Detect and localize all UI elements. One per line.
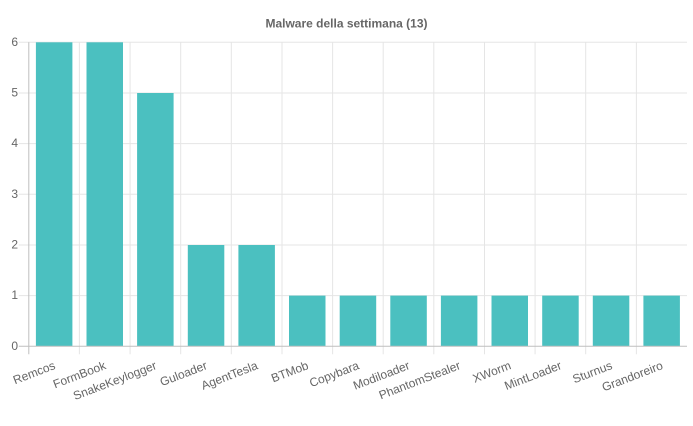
svg-text:0: 0 — [11, 339, 18, 353]
svg-text:5: 5 — [11, 86, 18, 100]
svg-text:3: 3 — [11, 187, 18, 201]
svg-text:6: 6 — [11, 35, 18, 49]
svg-text:Malware della settimana (13): Malware della settimana (13) — [265, 17, 427, 31]
svg-text:4: 4 — [11, 136, 18, 150]
svg-text:1: 1 — [11, 288, 18, 302]
svg-text:2: 2 — [11, 238, 18, 252]
